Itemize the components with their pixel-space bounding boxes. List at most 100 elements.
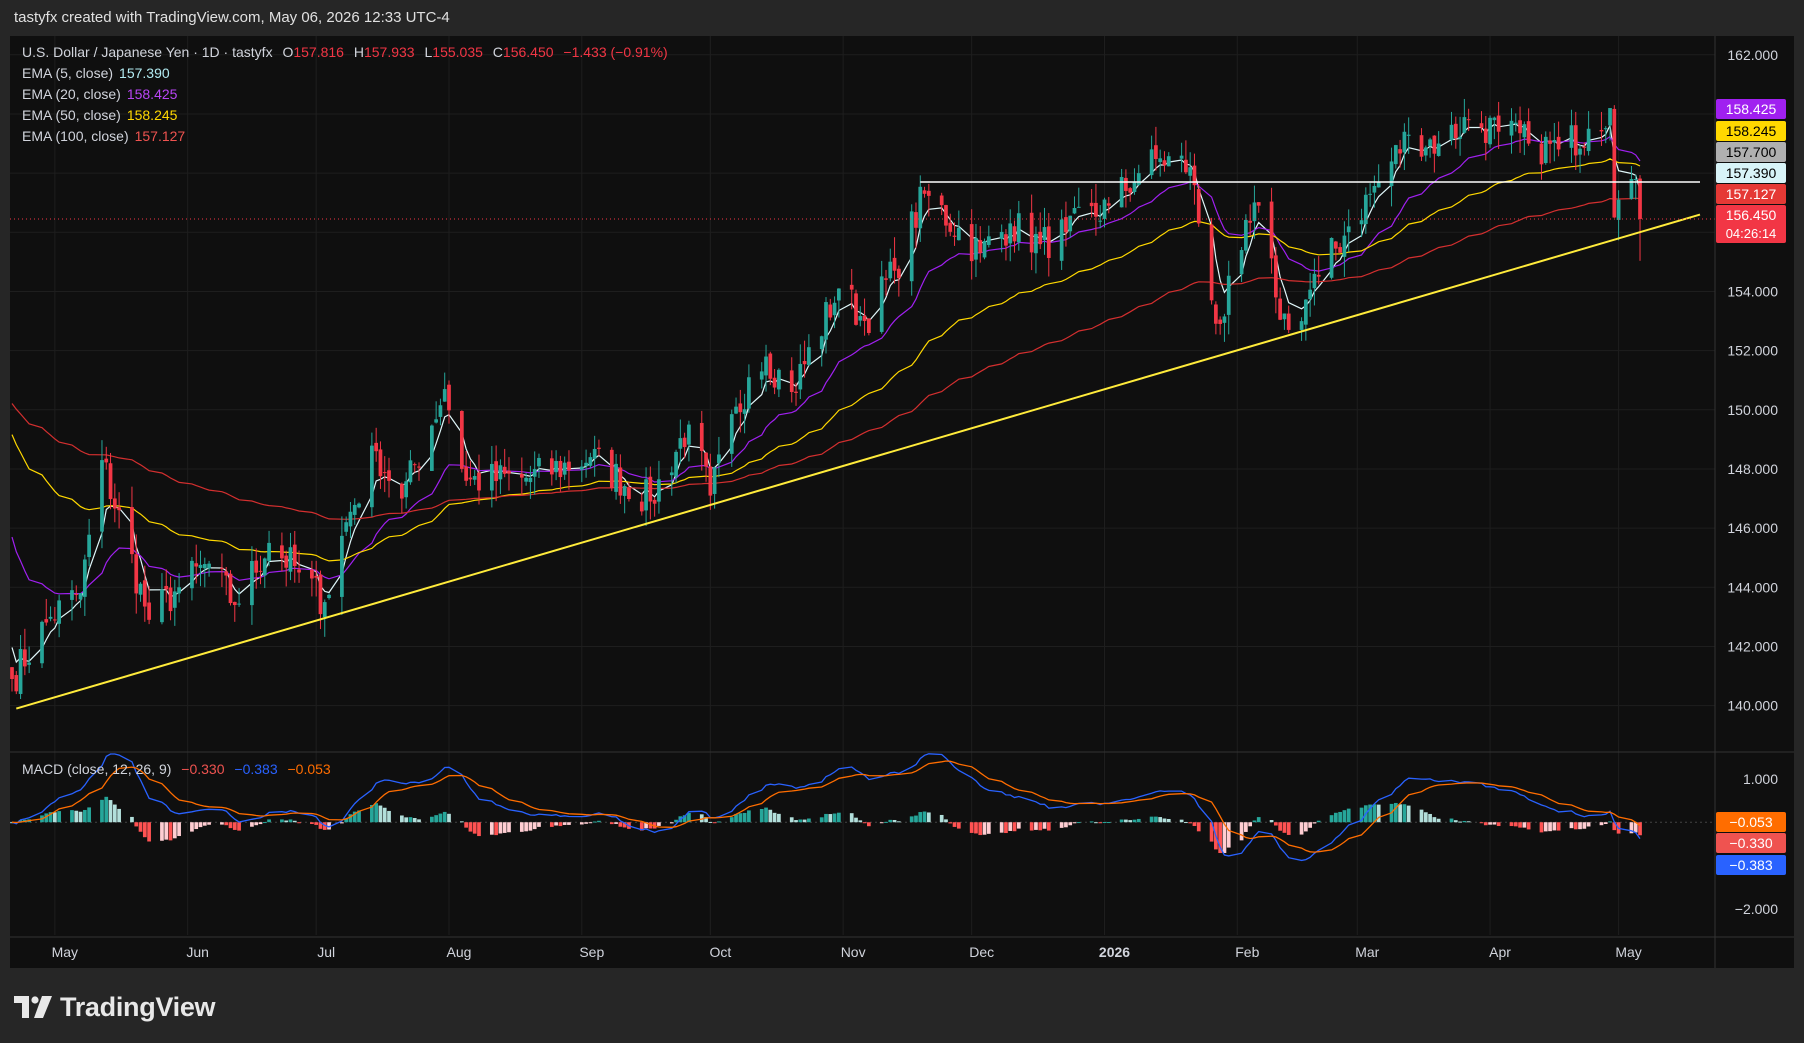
macd-histogram-bar xyxy=(866,822,871,827)
candle-body xyxy=(48,616,53,619)
macd-histogram-bar xyxy=(879,822,884,824)
legend-ema20-row[interactable]: EMA (20, close) 158.425 xyxy=(22,84,668,105)
legend-c-label: C xyxy=(492,44,503,60)
macd-histogram-bar xyxy=(1209,822,1214,842)
legend-ema50-row[interactable]: EMA (50, close) 158.245 xyxy=(22,105,668,126)
candle-body xyxy=(794,391,798,393)
macd-histogram-bar xyxy=(1008,822,1013,831)
macd-histogram-bar xyxy=(772,812,777,823)
macd-histogram-bar xyxy=(57,811,61,823)
macd-histogram-bar xyxy=(1029,822,1034,831)
macd-histogram-bar xyxy=(1068,822,1073,826)
candle-body xyxy=(378,449,383,477)
macd-histogram-bar xyxy=(1218,822,1223,854)
legend-l-label: L xyxy=(424,44,433,60)
candle-body xyxy=(1539,143,1544,165)
macd-pane xyxy=(10,753,1715,862)
candle-body xyxy=(1372,185,1377,193)
candle-body xyxy=(1042,227,1047,241)
candle-body xyxy=(1162,160,1167,166)
macd-histogram-bar xyxy=(712,822,717,824)
macd-histogram-bar xyxy=(1608,821,1612,823)
macd-histogram-bar xyxy=(417,819,421,823)
candle-body xyxy=(1556,136,1561,150)
macd-histogram-bar xyxy=(1333,812,1338,823)
candle-body xyxy=(198,564,203,568)
macd-histogram-bar xyxy=(1569,822,1574,829)
candle-body xyxy=(147,602,151,620)
legend-ema5-row[interactable]: EMA (5, close) 157.390 xyxy=(22,63,668,84)
candle-body xyxy=(382,472,387,474)
candle-body xyxy=(837,288,841,301)
candle-body xyxy=(1436,143,1441,156)
candle-body xyxy=(554,460,558,473)
candle-body xyxy=(1389,161,1394,187)
footer-brand: TradingView xyxy=(60,991,216,1022)
macd-histogram-bar xyxy=(747,810,751,823)
macd-histogram-bar xyxy=(1196,822,1201,832)
candle-body xyxy=(202,564,207,569)
macd-histogram-bar xyxy=(400,815,404,823)
candle-body xyxy=(22,649,27,667)
candle-body xyxy=(1368,193,1372,195)
candle-body xyxy=(1226,275,1231,315)
candle-body xyxy=(982,241,987,258)
candle-body xyxy=(747,377,751,409)
macd-histogram-bar xyxy=(1432,817,1437,823)
macd-histogram-bar xyxy=(1479,822,1484,824)
macd-histogram-bar xyxy=(824,813,828,823)
candle-body xyxy=(160,589,164,623)
macd-histogram-bar xyxy=(1629,822,1634,834)
candle-body xyxy=(1214,304,1218,324)
macd-histogram-bar xyxy=(592,821,597,823)
macd-histogram-bar xyxy=(477,822,481,837)
candle-body xyxy=(1034,233,1038,254)
candle-body xyxy=(952,235,957,237)
price-badge-0-value: 158.425 xyxy=(1726,101,1777,117)
candle-body xyxy=(704,452,708,467)
price-badge-3-bg xyxy=(1716,163,1786,183)
legend-symbol[interactable]: U.S. Dollar / Japanese Yen · 1D · tastyf… xyxy=(22,44,273,60)
candle-body xyxy=(627,488,631,499)
macd-histogram-bar xyxy=(1136,818,1141,823)
candle-body xyxy=(528,477,533,483)
candle-body xyxy=(1124,177,1128,191)
macd-histogram-bar xyxy=(297,822,301,824)
price-badge-3-value: 157.390 xyxy=(1726,165,1777,181)
macd-histogram-bar xyxy=(352,811,357,823)
signal-line xyxy=(11,760,1641,853)
footer-logo[interactable]: TradingView xyxy=(14,990,216,1024)
macd-histogram-bar xyxy=(267,819,271,823)
macd-legend[interactable]: MACD (close, 12, 26, 9) −0.330 −0.383 −0… xyxy=(22,759,331,780)
candle-body xyxy=(1612,108,1617,218)
legend-ema100-row[interactable]: EMA (100, close) 157.127 xyxy=(22,126,668,147)
y-tick-label: 140.000 xyxy=(1727,698,1778,714)
macd-legend-label: MACD (close, 12, 26, 9) xyxy=(22,761,172,777)
candle-body xyxy=(1428,139,1432,147)
candle-body xyxy=(777,369,781,390)
macd-histogram-bar xyxy=(759,808,764,823)
macd-histogram-bar xyxy=(1149,816,1154,823)
grid xyxy=(10,36,1715,935)
candle-body xyxy=(742,409,747,414)
macd-histogram-bar xyxy=(438,813,443,823)
candle-body xyxy=(1552,139,1557,143)
candle-body xyxy=(138,583,143,595)
candle-body xyxy=(134,554,139,594)
legend-ema20-label: EMA (20, close) xyxy=(22,86,121,102)
candle-body xyxy=(494,461,498,482)
macd-histogram-bar xyxy=(1076,822,1081,824)
macd-histogram-bar xyxy=(944,819,948,823)
macd-histogram-bar xyxy=(1269,820,1274,823)
macd-histogram-bar xyxy=(310,822,314,824)
candle-body xyxy=(10,667,14,679)
macd-histogram-bar xyxy=(909,816,914,823)
y-tick-label: 142.000 xyxy=(1727,638,1778,654)
candle-body xyxy=(1492,117,1497,121)
macd-histogram-bar xyxy=(1278,822,1283,831)
macd-histogram-bar xyxy=(1222,822,1227,854)
candle-body xyxy=(1046,226,1051,258)
macd-histogram-bar xyxy=(1162,818,1167,823)
candle-body xyxy=(524,477,528,482)
